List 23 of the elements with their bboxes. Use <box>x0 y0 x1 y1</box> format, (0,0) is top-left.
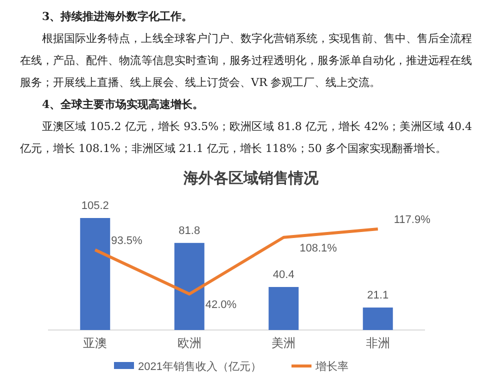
text: 4、全球主要市场实现高速增长。 <box>41 97 205 113</box>
data-label: 42.0% <box>205 299 237 312</box>
data-label: 105.2 <box>81 200 109 212</box>
legend-label: 增长率 <box>314 360 348 373</box>
x-tick-label: 非洲 <box>366 336 390 350</box>
text: 根据国际业务特点，上线全球客户门户、数字化营销系统，实现售前、售中、售后全流程在线，产品、配件、物流等信息实时查询，服务过程透明化，服务派单自动化，推进远程在线服务；开展线上直播、线上展会、线上订货会、VR 参观工厂、线上交流。 <box>20 31 472 91</box>
text: 亚澳区域 105.2 亿元，增长 93.5%；欧洲区域 81.8 亿元，增长 42%；美洲区域 40.4 亿元，增长 108.1%；非洲区域 21.1 亿元，增长 118%；50 多个国家实现翻番增长。 <box>20 119 472 157</box>
data-label: 108.1% <box>300 242 338 254</box>
x-tick-label: 欧洲 <box>177 336 202 350</box>
text: 3、持续推进海外数字化工作。 <box>41 9 194 25</box>
data-label: 40.4 <box>272 268 294 281</box>
legend-label: 2021年销售收入（亿元） <box>138 360 262 373</box>
bar <box>174 242 204 330</box>
data-label: 21.1 <box>367 290 389 302</box>
x-tick-label: 美洲 <box>272 336 296 350</box>
chart-title: 海外各区域销售情况 <box>182 170 320 187</box>
data-label: 117.9% <box>394 214 431 226</box>
bar <box>80 218 110 330</box>
bar <box>268 286 299 330</box>
bar <box>362 308 393 330</box>
data-label: 93.5% <box>111 234 143 247</box>
data-label: 81.8 <box>178 224 200 237</box>
x-tick-label: 亚澳 <box>83 336 108 350</box>
